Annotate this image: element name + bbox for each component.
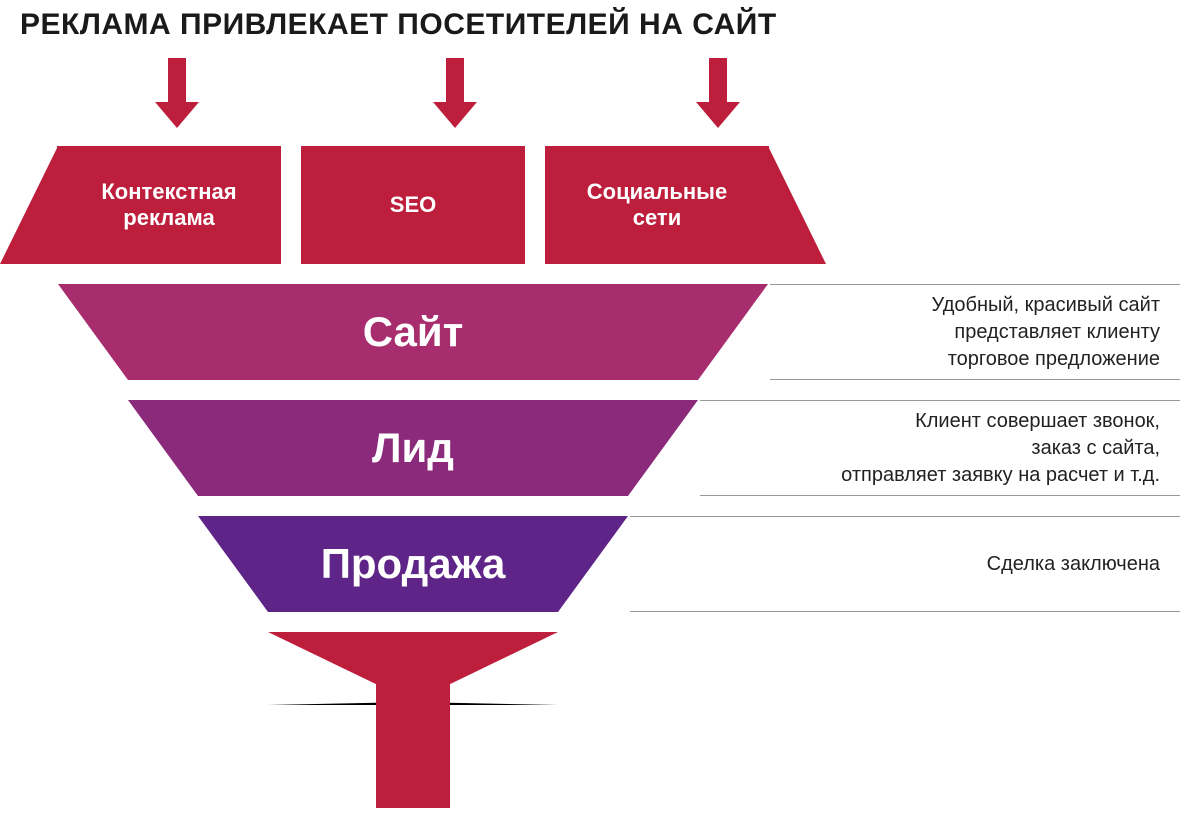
funnel-wing-left [0, 146, 58, 264]
stage-label: Продажа [321, 540, 506, 588]
source-label: Контекстная реклама [101, 179, 236, 231]
source-box: Социальные сети [545, 146, 769, 264]
source-box: SEO [301, 146, 525, 264]
stage-row: Продажа Сделка заключена [0, 516, 1200, 612]
page-title: РЕКЛАМА ПРИВЛЕКАЕТ ПОСЕТИТЕЛЕЙ НА САЙТ [20, 8, 777, 42]
stage-label: Лид [372, 424, 454, 472]
funnel-spout-stem [376, 682, 450, 808]
source-label: Социальные сети [587, 179, 727, 231]
stage-row: Сайт Удобный, красивый сайт представляет … [0, 284, 1200, 380]
funnel-wing-right [768, 146, 826, 264]
source-label: SEO [390, 192, 436, 218]
stage-row: Лид Клиент совершает звонок, заказ с сайт… [0, 400, 1200, 496]
arrow-down-icon [433, 58, 477, 128]
stage-description: Сделка заключена [630, 516, 1180, 612]
stage-band: Продажа [198, 516, 628, 612]
source-box: Контекстная реклама [57, 146, 281, 264]
arrow-down-icon [696, 58, 740, 128]
stage-description: Клиент совершает звонок, заказ с сайта, … [700, 400, 1180, 496]
stage-band: Лид [128, 400, 698, 496]
stage-label: Сайт [363, 308, 464, 356]
arrow-down-icon [155, 58, 199, 128]
stage-band: Сайт [58, 284, 768, 380]
stage-description: Удобный, красивый сайт представляет клие… [770, 284, 1180, 380]
